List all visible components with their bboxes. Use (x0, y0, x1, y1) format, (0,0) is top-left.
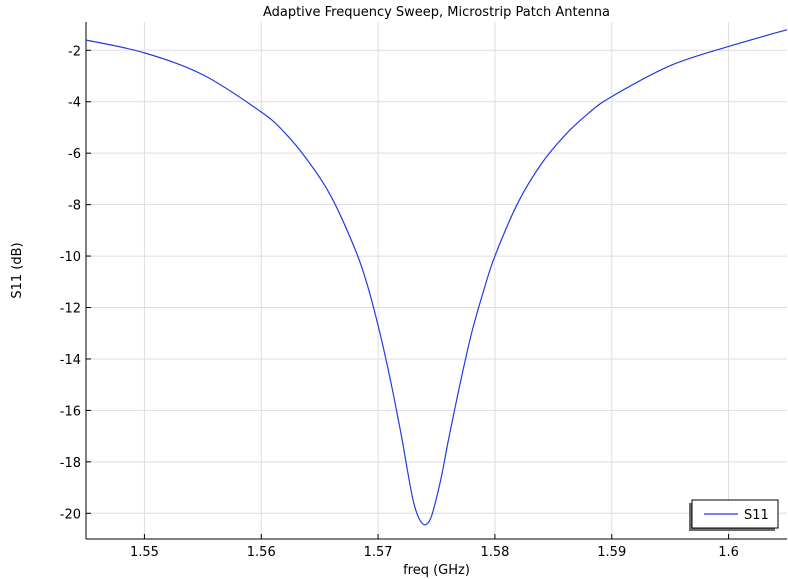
x-tick-label: 1.59 (597, 545, 626, 560)
y-tick-label: -2 (68, 44, 81, 59)
x-tick-label: 1.56 (247, 545, 276, 560)
y-tick-label: -4 (68, 96, 81, 111)
x-tick-label: 1.58 (480, 545, 509, 560)
axes (85, 22, 787, 540)
x-tick-label: 1.55 (130, 545, 159, 560)
y-tick-label: -10 (60, 250, 81, 265)
series-layer (85, 29, 788, 526)
grid (86, 22, 787, 539)
y-tick-label: -20 (60, 507, 81, 522)
y-tick-label: -18 (60, 456, 81, 471)
chart-title: Adaptive Frequency Sweep, Microstrip Pat… (263, 5, 610, 20)
tick-labels: 1.55 1.56 1.57 1.58 1.59 1.6 -2 -4 -6 -8 -10 -12 -14… (60, 44, 739, 560)
x-tick-label: 1.57 (364, 545, 393, 560)
y-axis-label: S11 (dB) (10, 242, 25, 298)
y-tick-label: -6 (68, 147, 81, 162)
x-axis-label: freq (GHz) (403, 563, 470, 578)
legend-series-label: S11 (744, 508, 769, 523)
x-tick-label: 1.6 (718, 545, 739, 560)
y-tick-label: -12 (60, 302, 81, 317)
legend: S11 (689, 499, 779, 531)
y-tick-label: -14 (60, 353, 81, 368)
series-line-s11 (85, 29, 788, 526)
y-tick-label: -8 (68, 199, 81, 214)
y-tick-label: -16 (60, 404, 81, 419)
